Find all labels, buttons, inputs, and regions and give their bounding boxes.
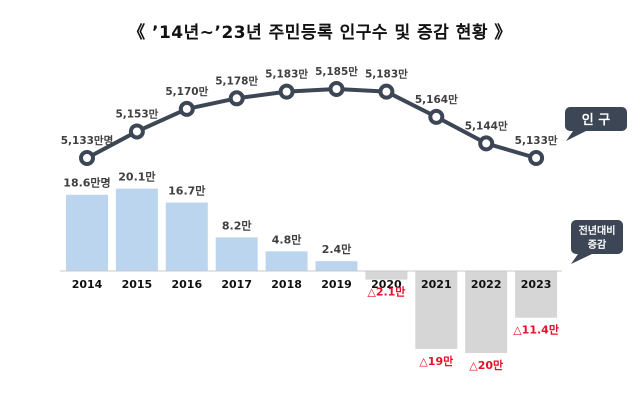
population-line bbox=[86, 87, 537, 160]
population-label-2016: 5,170만 bbox=[165, 85, 208, 98]
year-label-2021: 2021 bbox=[421, 278, 452, 291]
year-label-2023: 2023 bbox=[521, 278, 552, 291]
legend-change-label-2: 증감 bbox=[588, 239, 607, 251]
change-label-2021: △19만 bbox=[419, 354, 453, 368]
chart-title: 《 ’14년~’23년 주민등록 인구수 및 증감 현황 》 bbox=[128, 23, 512, 43]
change-label-2022: △20만 bbox=[469, 358, 503, 372]
legend-population-pointer bbox=[566, 131, 586, 141]
population-point-2017 bbox=[228, 90, 245, 107]
population-point-2014 bbox=[79, 150, 95, 166]
change-label-2016: 16.7만 bbox=[168, 184, 205, 198]
population-label-2015: 5,153만 bbox=[115, 107, 158, 120]
change-bar-2018 bbox=[265, 251, 308, 271]
change-bar-2015 bbox=[115, 188, 158, 271]
population-label-2021: 5,164만 bbox=[415, 93, 458, 106]
change-bar-2019 bbox=[315, 261, 358, 271]
legend-change-box bbox=[571, 220, 623, 254]
change-label-2018: 4.8만 bbox=[272, 232, 302, 246]
population-point-2018 bbox=[278, 83, 295, 100]
population-point-2022 bbox=[478, 135, 495, 152]
year-label-2014: 2014 bbox=[72, 278, 103, 291]
population-point-2016 bbox=[178, 100, 195, 117]
legend-change-pointer bbox=[571, 254, 592, 264]
change-bar-2020 bbox=[365, 271, 408, 280]
population-point-2021 bbox=[428, 108, 445, 125]
population-label-2014: 5,133만명 bbox=[61, 134, 114, 147]
year-label-2015: 2015 bbox=[122, 278, 153, 291]
change-label-2019: 2.4만 bbox=[322, 242, 352, 256]
population-label-2017: 5,178만 bbox=[215, 74, 258, 87]
change-bar-2022 bbox=[465, 271, 508, 353]
year-label-2018: 2018 bbox=[271, 278, 302, 291]
population-point-2019 bbox=[328, 81, 345, 97]
change-label-2020: △2.1만 bbox=[367, 285, 405, 299]
population-point-2020 bbox=[378, 83, 395, 100]
legend-population-label: 인 구 bbox=[582, 112, 610, 128]
change-label-2015: 20.1만 bbox=[118, 170, 155, 184]
population-label-2022: 5,144만 bbox=[465, 119, 508, 132]
population-label-2019: 5,185만 bbox=[315, 65, 358, 78]
year-label-2016: 2016 bbox=[171, 278, 202, 291]
population-label-2020: 5,183만 bbox=[365, 68, 408, 81]
legend-population-box bbox=[565, 107, 627, 131]
change-bar-2023 bbox=[515, 271, 558, 318]
year-label-2017: 2017 bbox=[221, 278, 252, 291]
population-label-2018: 5,183만 bbox=[265, 68, 308, 81]
year-label-2022: 2022 bbox=[471, 278, 502, 291]
change-label-2014: 18.6만명 bbox=[63, 176, 110, 190]
change-bar-2021 bbox=[415, 271, 458, 349]
change-bar-2014 bbox=[66, 194, 108, 271]
legend-change-label-1: 전년대비 bbox=[579, 224, 616, 237]
change-label-2023: △11.4만 bbox=[513, 323, 559, 337]
population-point-2015 bbox=[128, 123, 145, 140]
change-bar-2016 bbox=[165, 202, 208, 271]
change-label-2017: 8.2만 bbox=[222, 218, 252, 232]
population-label-2023: 5,133만 bbox=[515, 134, 558, 147]
population-point-2023 bbox=[528, 150, 545, 166]
year-label-2019: 2019 bbox=[321, 278, 352, 291]
year-label-2020: 2020 bbox=[371, 278, 402, 291]
change-bar-2017 bbox=[215, 237, 258, 271]
